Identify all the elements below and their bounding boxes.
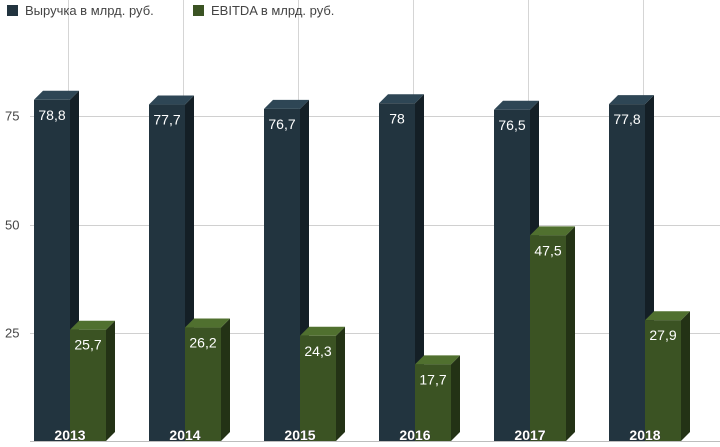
x-tick-label: 2013 [54,427,85,443]
bar-side [221,318,230,441]
bar-ebitda-2015: 24,3 [300,326,345,441]
x-axis: 2013 2014 2015 2016 2017 2018 [54,427,661,444]
bar-top [415,355,460,365]
data-label: 76,5 [498,117,525,133]
bar-side [566,226,575,441]
bar-revenue-2016: 78 [379,94,424,441]
y-tick-label: 25 [5,326,19,341]
data-label: 26,2 [189,335,216,351]
bar-top [185,318,230,328]
bar-front [185,327,221,441]
data-label: 17,7 [419,371,446,387]
bar-top [34,90,79,100]
data-label: 77,7 [153,112,180,128]
bar-side [681,311,690,441]
bars: 78,8 25,7 77,7 26,2 76,7 24,3 78 17,7 76,5 47,5 77… [34,90,690,442]
data-label: 78 [389,110,405,126]
bar-top [264,99,309,109]
bar-ebitda-2017: 47,5 [530,226,575,441]
bar-front [34,99,70,442]
x-tick-label: 2017 [514,427,545,443]
y-tick-label: 75 [5,109,19,124]
legend-label: Выручка в млрд. руб. [25,3,154,18]
legend-swatch [193,5,204,16]
data-label: 27,9 [649,327,676,343]
bar-front [300,335,336,441]
bar-front [264,108,300,441]
bar-front [415,364,451,441]
legend-label: EBITDA в млрд. руб. [211,3,334,18]
bar-ebitda-2014: 26,2 [185,318,230,441]
bar-revenue-2014: 77,7 [149,95,194,442]
bar-side [415,94,424,441]
bar-front [609,104,645,441]
data-label: 24,3 [304,343,331,359]
bar-side [106,320,115,441]
bar-top [530,226,575,236]
x-tick-label: 2018 [629,427,660,443]
bar-front [530,235,566,441]
bar-top [609,95,654,105]
bar-ebitda-2016: 17,7 [415,355,460,441]
x-tick-label: 2016 [399,427,430,443]
bar-top [300,326,345,336]
data-label: 76,7 [268,116,295,132]
bar-top [379,94,424,104]
data-label: 47,5 [534,242,561,258]
bar-revenue-2018: 77,8 [609,95,654,441]
bar-front [70,329,106,441]
bar-top [645,311,690,321]
bar-top [149,95,194,105]
legend-swatch [7,5,18,16]
x-tick-label: 2014 [169,427,200,443]
bar-ebitda-2013: 25,7 [70,320,115,441]
data-label: 25,7 [74,337,101,353]
bar-front [149,104,185,442]
legend-item-ebitda: EBITDA в млрд. руб. [193,3,334,18]
legend-item-revenue: Выручка в млрд. руб. [7,3,154,18]
x-tick-label: 2015 [284,427,315,443]
data-label: 78,8 [38,107,65,123]
bar-top [494,100,539,110]
data-label: 77,8 [613,111,640,127]
bar-top [70,320,115,330]
bar-front [645,320,681,441]
y-axis: 25 50 75 [5,109,19,341]
bar-side [451,355,460,441]
bar-ebitda-2018: 27,9 [645,311,690,441]
bar-side [336,326,345,441]
bar-front [379,103,415,441]
legend: Выручка в млрд. руб. EBITDA в млрд. руб. [7,3,334,18]
y-tick-label: 50 [5,218,19,233]
bar-front [494,109,530,441]
